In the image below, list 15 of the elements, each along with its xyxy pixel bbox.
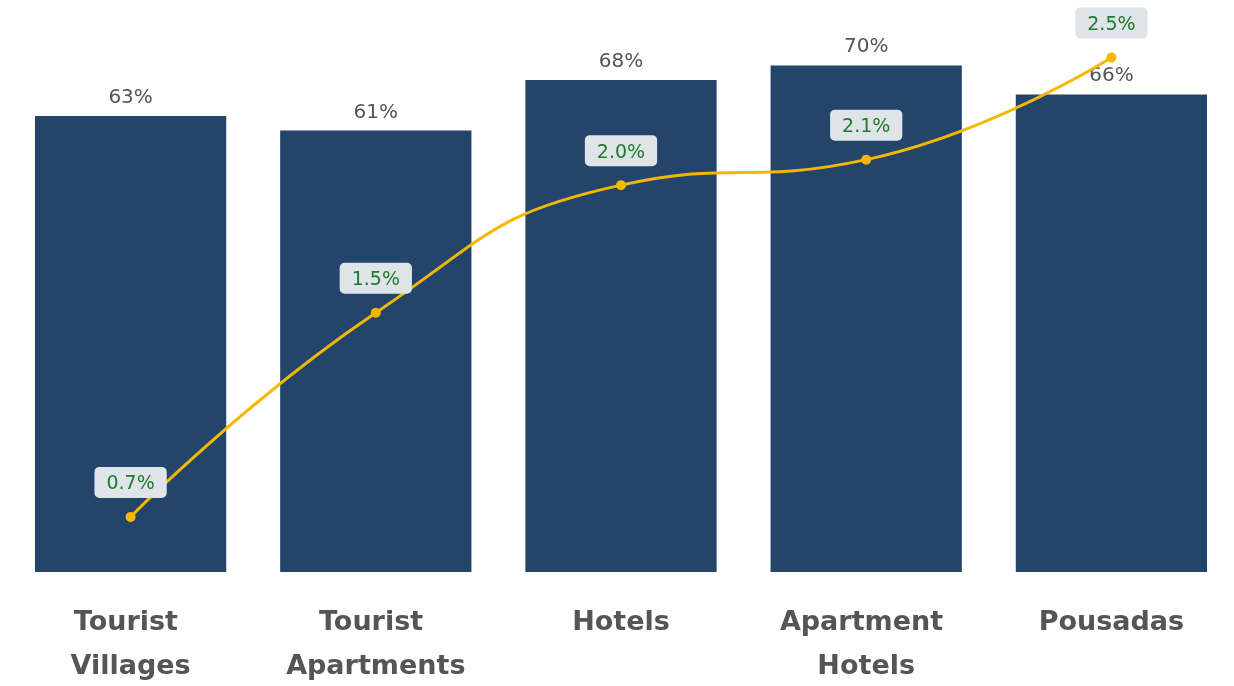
x-tick-label: Apartment Hotels <box>779 604 953 680</box>
data-label: 2.0% <box>596 139 646 162</box>
data-label: 63% <box>108 84 153 109</box>
x-tick-label: Tourist Villages <box>70 604 191 680</box>
data-label: 70% <box>843 33 889 58</box>
data-label: 61% <box>353 98 399 123</box>
x-tick-label: Pousadas <box>1038 604 1185 636</box>
x-tick-label: Tourist Apartments <box>286 604 466 680</box>
data-label: 2.1% <box>842 114 891 137</box>
data-label: 2.5% <box>1087 12 1136 35</box>
data-label: 0.7% <box>106 471 155 494</box>
data-label: 66% <box>1089 62 1134 87</box>
data-label: 1.5% <box>351 267 400 290</box>
x-tick-label: Hotels <box>572 604 670 636</box>
data-label: 68% <box>598 47 644 72</box>
